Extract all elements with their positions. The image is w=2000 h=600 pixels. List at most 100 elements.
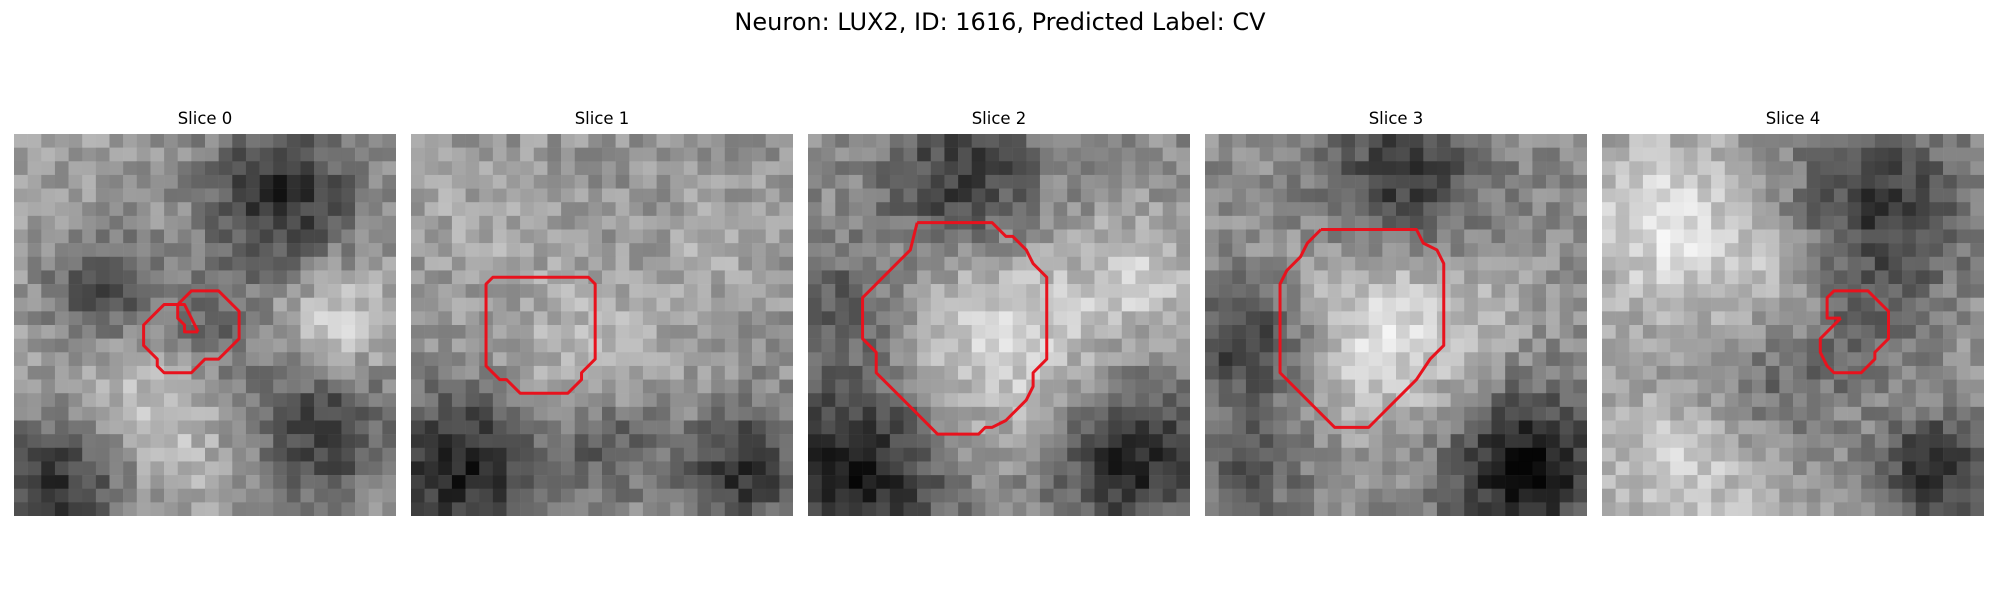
pixel [876, 434, 891, 449]
pixel [765, 188, 780, 203]
pixel [1067, 325, 1082, 339]
pixel [1464, 488, 1479, 503]
pixel [1656, 352, 1671, 367]
pixel [1943, 502, 1957, 516]
pixel [205, 325, 219, 339]
pixel [670, 461, 685, 476]
pixel [738, 420, 753, 435]
pixel [903, 188, 918, 203]
pixel [1820, 243, 1835, 258]
pixel [1573, 475, 1587, 489]
pixel [1847, 161, 1862, 176]
pixel [1615, 134, 1630, 148]
pixel [835, 161, 850, 176]
pixel [1162, 325, 1177, 339]
pixel [1752, 147, 1766, 162]
pixel [1327, 393, 1342, 408]
pixel [971, 174, 986, 189]
pixel [1915, 352, 1930, 367]
pixel [314, 461, 329, 476]
pixel [1012, 365, 1027, 380]
pixel [1341, 297, 1356, 312]
pixel [656, 188, 671, 203]
pixel [821, 365, 836, 380]
pixel [1915, 393, 1930, 408]
pixel [876, 352, 891, 367]
pixel [1121, 325, 1136, 339]
pixel [95, 434, 110, 449]
pixel [1765, 461, 1780, 476]
pixel [738, 215, 753, 230]
pixel [697, 229, 712, 244]
pixel [123, 338, 138, 353]
pixel [1067, 311, 1082, 326]
pixel [1135, 502, 1150, 516]
pixel [1259, 325, 1274, 339]
pixel [273, 134, 288, 148]
pixel [1218, 188, 1233, 203]
pixel [1929, 461, 1944, 476]
pixel [985, 256, 1000, 271]
pixel [642, 379, 657, 394]
pixel [848, 447, 863, 462]
pixel [1026, 475, 1041, 489]
pixel [876, 475, 891, 489]
figure-title: Neuron: LUX2, ID: 1616, Predicted Label:… [734, 8, 1266, 36]
pixel [1121, 420, 1136, 435]
pixel [273, 161, 288, 176]
pixel [711, 229, 726, 244]
pixel [1464, 502, 1479, 516]
pixel [1724, 270, 1739, 285]
pixel [465, 215, 480, 230]
pixel [1149, 188, 1163, 203]
pixel [1176, 379, 1190, 394]
pixel [1902, 284, 1917, 298]
pixel [520, 297, 535, 312]
pixel [1793, 270, 1807, 285]
pixel [109, 270, 124, 285]
pixel [286, 475, 301, 489]
pixel [232, 215, 247, 230]
pixel [533, 434, 548, 449]
pixel [1149, 270, 1163, 285]
pixel [438, 161, 453, 176]
pixel [245, 488, 260, 503]
pixel [629, 147, 644, 162]
pixel [1820, 338, 1835, 353]
pixel [889, 338, 904, 353]
pixel [411, 461, 425, 476]
pixel [1053, 379, 1068, 394]
pixel [1245, 161, 1260, 176]
pixel [164, 338, 178, 353]
pixel [547, 284, 562, 298]
pixel [1518, 147, 1533, 162]
pixel [765, 229, 780, 244]
pixel [889, 488, 904, 503]
pixel [341, 420, 356, 435]
pixel [1176, 447, 1190, 462]
pixel [1793, 393, 1807, 408]
pixel [232, 229, 247, 244]
pixel [1602, 447, 1616, 462]
pixel [1711, 393, 1726, 408]
pixel [1518, 406, 1533, 421]
pixel [341, 338, 356, 353]
pixel [533, 325, 548, 339]
pixel [930, 447, 945, 462]
pixel [930, 502, 945, 516]
pixel [1108, 284, 1123, 298]
pixel [1738, 270, 1753, 285]
pixel [1205, 434, 1219, 449]
pixel [1327, 406, 1342, 421]
pixel [1697, 447, 1712, 462]
pixel [327, 447, 342, 462]
pixel [958, 161, 972, 176]
pixel [985, 488, 1000, 503]
pixel [1546, 420, 1560, 435]
pixel [1067, 270, 1082, 285]
pixel [1861, 215, 1876, 230]
pixel [1327, 284, 1342, 298]
pixel [642, 215, 657, 230]
pixel [327, 284, 342, 298]
pixel [1888, 202, 1903, 217]
